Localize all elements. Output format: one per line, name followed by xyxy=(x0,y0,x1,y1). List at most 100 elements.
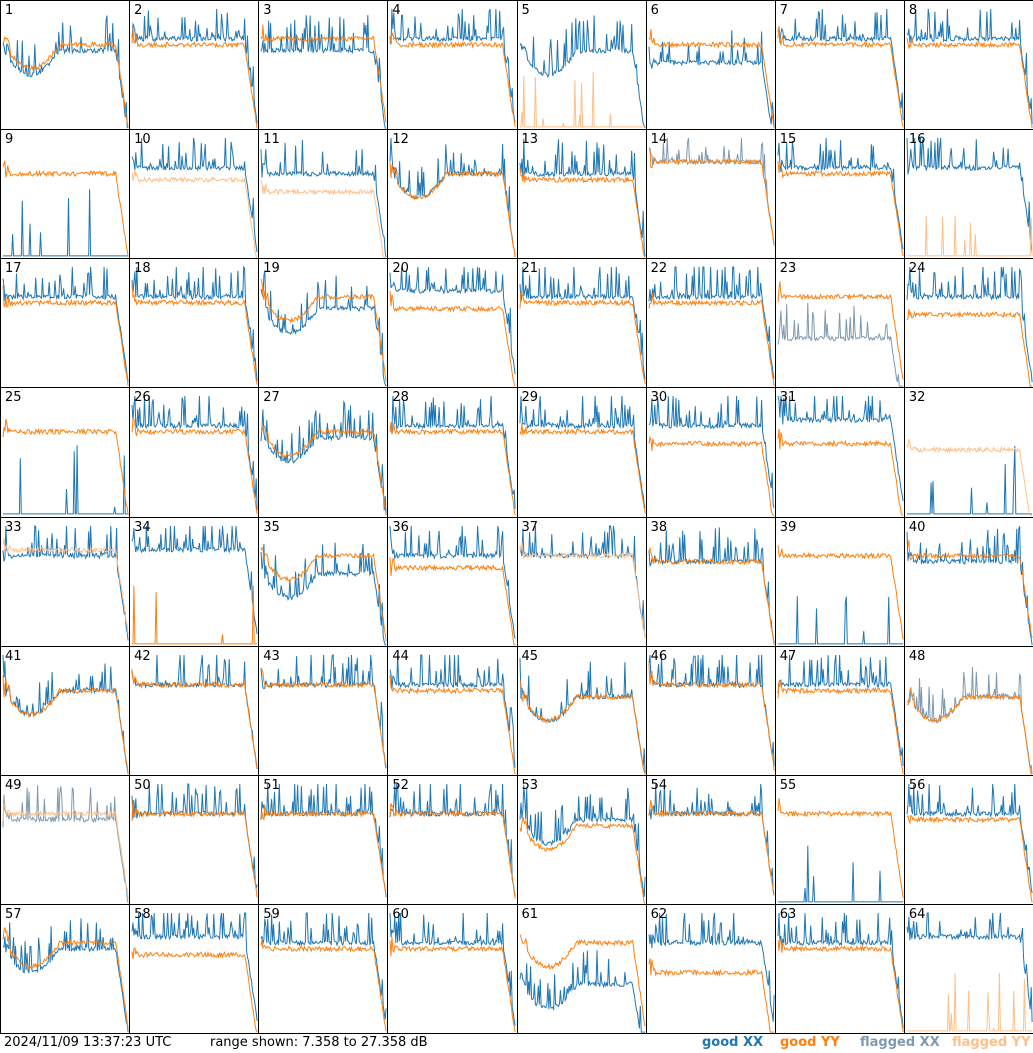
yy-series-line xyxy=(2,537,129,634)
spectrum-panel: 13 xyxy=(516,129,647,260)
panel-number: 23 xyxy=(779,261,797,277)
panel-number: 55 xyxy=(779,777,797,793)
panel-number: 11 xyxy=(263,132,280,148)
spectrum-plot xyxy=(777,8,904,127)
panel-number: 36 xyxy=(392,519,409,535)
xx-series-line xyxy=(260,542,387,646)
yy-series-line xyxy=(777,797,904,899)
yy-series-line xyxy=(389,422,516,516)
spectrum-panel: 49 xyxy=(0,774,131,905)
spectrum-plot xyxy=(777,396,904,516)
panel-number: 46 xyxy=(650,648,668,664)
spectrum-panel: 26 xyxy=(129,387,260,518)
yy-series-line xyxy=(777,544,904,639)
spectrum-panel: 47 xyxy=(774,645,905,776)
panel-number: 16 xyxy=(908,132,926,148)
panel-number: 9 xyxy=(5,132,14,148)
yy-series-line xyxy=(132,585,258,644)
spectrum-plot xyxy=(519,15,646,129)
spectrum-panel: 55 xyxy=(774,774,905,905)
spectrum-plot xyxy=(260,140,387,258)
spectrum-panel: 58 xyxy=(129,903,260,1034)
spectrum-plot xyxy=(260,653,387,769)
xx-series-line xyxy=(389,654,516,768)
spectrum-panel: 8 xyxy=(903,0,1033,131)
panel-number: 50 xyxy=(134,777,151,793)
panel-number: 2 xyxy=(134,3,143,18)
spectrum-panel: 52 xyxy=(387,774,518,905)
spectrum-panel: 19 xyxy=(258,258,389,389)
footer: 2024/11/09 13:37:23 UTC range shown: 7.3… xyxy=(0,1033,1033,1053)
panel-number: 5 xyxy=(521,3,530,18)
xx-series-line xyxy=(648,783,775,896)
spectrum-plot xyxy=(519,267,646,385)
spectrum-panel: 1 xyxy=(0,0,131,131)
xx-series-line xyxy=(260,653,387,769)
xx-series-line xyxy=(519,396,646,509)
panel-number: 4 xyxy=(392,3,401,18)
panel-number: 18 xyxy=(134,261,151,277)
spectrum-plot xyxy=(906,666,1033,775)
yy-series-line xyxy=(906,215,1033,257)
yy-series-line xyxy=(260,279,387,383)
legend-good-yy: good YY xyxy=(780,1035,840,1050)
spectrum-plot xyxy=(648,396,775,516)
spectrum-panel: 20 xyxy=(387,258,518,389)
panel-number: 43 xyxy=(263,648,280,664)
spectrum-panel: 25 xyxy=(0,387,131,518)
yy-series-line xyxy=(2,419,129,516)
spectrum-plot xyxy=(2,419,129,516)
xx-series-line xyxy=(131,138,258,253)
spectrum-panel: 37 xyxy=(516,516,647,647)
yy-series-line xyxy=(906,439,1032,516)
legend-good-xx: good XX xyxy=(702,1035,764,1050)
spectrum-panel: 54 xyxy=(645,774,776,905)
panel-number: 49 xyxy=(5,777,22,793)
xx-series-line xyxy=(2,267,129,383)
spectrum-panel: 23 xyxy=(774,258,905,389)
spectrum-plot xyxy=(389,654,516,774)
xx-series-line xyxy=(2,654,129,774)
panel-number: 42 xyxy=(134,648,151,664)
spectrum-panel: 63 xyxy=(774,903,905,1034)
spectrum-plot xyxy=(648,526,775,645)
xx-series-line xyxy=(3,189,129,257)
yy-series-line xyxy=(777,429,903,516)
panel-number: 41 xyxy=(5,648,22,664)
panel-number: 64 xyxy=(908,906,926,922)
spectrum-panel: 64 xyxy=(903,903,1033,1034)
xx-series-line xyxy=(906,666,1033,774)
yy-series-line xyxy=(2,674,129,774)
spectrum-plot xyxy=(389,396,516,516)
spectrum-panel: 11 xyxy=(258,129,389,260)
spectrum-panel: 15 xyxy=(774,129,905,260)
yy-series-line xyxy=(131,668,258,768)
spectrum-panel: 28 xyxy=(387,387,518,518)
spectrum-plot xyxy=(648,654,775,771)
panel-number: 12 xyxy=(392,132,409,148)
yy-series-line xyxy=(2,285,129,387)
range-text: range shown: 7.358 to 27.358 dB xyxy=(210,1035,428,1050)
yy-series-line xyxy=(131,27,258,129)
yy-series-line xyxy=(906,37,1033,129)
panel-number: 7 xyxy=(779,3,789,18)
spectrum-panel: 4 xyxy=(387,0,518,131)
panel-number: 6 xyxy=(650,3,659,18)
xx-series-line xyxy=(519,784,646,897)
yy-series-line xyxy=(131,799,258,898)
spectrum-plot xyxy=(777,138,904,257)
yy-series-line xyxy=(2,35,129,128)
panel-number: 57 xyxy=(5,906,22,922)
spectrum-plot xyxy=(519,657,646,774)
spectrum-panel: 61 xyxy=(516,903,647,1034)
yy-series-line xyxy=(389,556,516,646)
timestamp: 2024/11/09 13:37:23 UTC xyxy=(4,1035,172,1050)
yy-series-line xyxy=(648,292,775,387)
spectrum-panel: 51 xyxy=(258,774,389,905)
xx-series-line xyxy=(260,15,387,129)
spectrum-plot xyxy=(260,270,387,387)
yy-series-line xyxy=(389,936,516,1033)
panel-number: 38 xyxy=(650,519,668,535)
spectrum-panel: 17 xyxy=(0,258,131,389)
yy-series-line xyxy=(2,927,129,1029)
